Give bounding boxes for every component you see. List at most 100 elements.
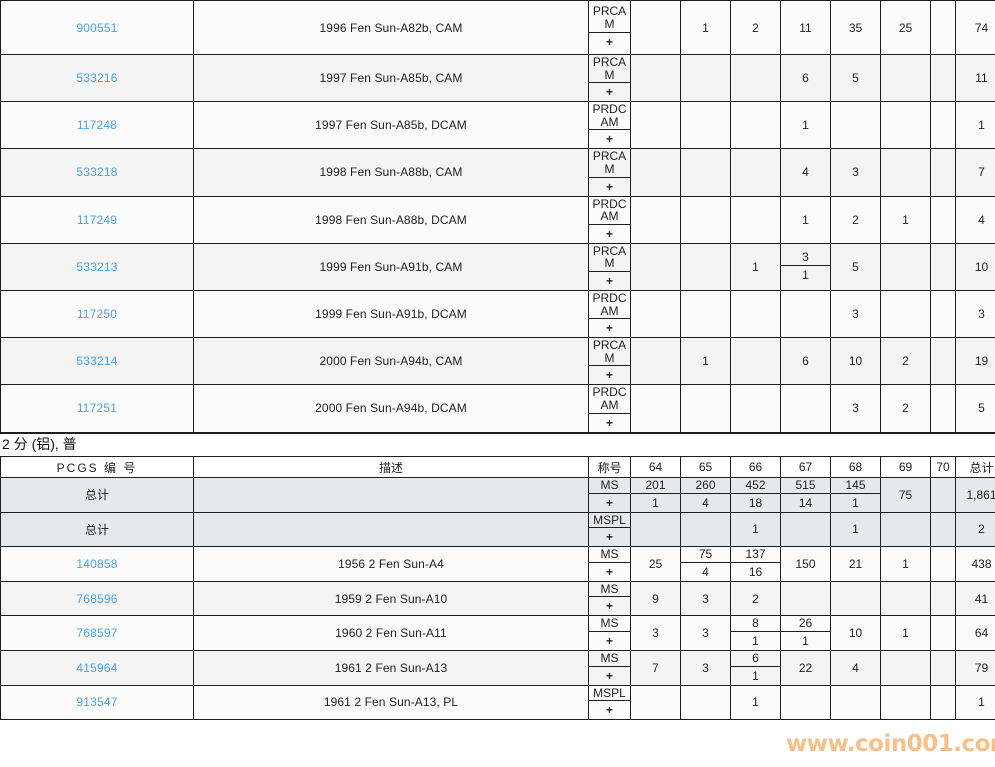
pcgs-number-link[interactable]: 117251	[76, 401, 118, 416]
pcgs-number-link[interactable]: 533216	[76, 71, 118, 86]
pcgs-number-link[interactable]: 415964	[76, 660, 118, 675]
pcgs-number-link[interactable]: 117250	[76, 307, 118, 322]
grade-cell-g68: 10	[830, 615, 881, 651]
grade-cell-g69	[880, 684, 931, 721]
column-header-designation[interactable]: 称号	[588, 456, 631, 478]
grade-cell-g67-base: 515	[781, 478, 830, 494]
grade-cell-g69: 2	[880, 337, 931, 386]
pcgs-number-link[interactable]: 913547	[76, 695, 118, 710]
pcgs-number-cell: 533214	[0, 337, 194, 386]
row-total-cell: 2	[955, 511, 995, 548]
pcgs-number-cell: 900551	[0, 0, 194, 55]
row-total-cell: 64	[955, 615, 995, 651]
table-1-body: 900551 1996 Fen Sun-A82b, CAM PRCAM +1 2 11 35…	[0, 0, 995, 433]
grade-cell-g65: 3	[680, 580, 731, 617]
row-total-label: 总计	[84, 488, 109, 503]
population-table-proof: 900551 1996 Fen Sun-A82b, CAM PRCAM +1 2 11 35…	[0, 0, 995, 433]
table-row: 140858 1956 2 Fen Sun-A4 MS +25 75 4 137 16 150 2…	[0, 546, 995, 582]
grade-cell-g65	[680, 101, 731, 150]
description-cell: 2000 Fen Sun-A94b, CAM	[193, 337, 589, 386]
table-row: 913547 1961 2 Fen Sun-A13, PL MSPL +1 1	[0, 684, 995, 721]
designation-label: MS	[589, 616, 630, 632]
pcgs-number-link[interactable]: 140858	[76, 556, 118, 571]
column-header-70[interactable]: 70	[930, 456, 956, 478]
grade-cell-g65	[680, 511, 731, 548]
column-header-description[interactable]: 描述	[193, 456, 589, 478]
grade-cell-g65	[680, 684, 731, 721]
column-header-66[interactable]: 66	[730, 456, 781, 478]
designation-cell: PRDCAM +	[588, 289, 631, 339]
grade-cell-g64: 9	[630, 580, 681, 617]
pcgs-number-cell: 117251	[0, 384, 194, 433]
description-cell: 1961 2 Fen Sun-A13, PL	[193, 684, 589, 721]
column-header-64[interactable]: 64	[630, 456, 681, 478]
grade-cell-g70	[930, 289, 956, 339]
designation-plus: +	[605, 179, 613, 194]
description-cell: 1960 2 Fen Sun-A11	[193, 615, 589, 651]
grade-cell-g69	[880, 148, 931, 197]
designation-cell: PRCAM +	[588, 242, 631, 291]
designation-cell: PRDCAM +	[588, 101, 631, 150]
grade-cell-g64	[630, 337, 681, 386]
designation-cell: MS +	[588, 649, 631, 686]
pcgs-number-cell: 117248	[0, 101, 194, 150]
grade-cell-g69	[880, 580, 931, 617]
pcgs-number-link[interactable]: 533218	[76, 165, 118, 180]
grade-cell-g65: 260 4	[680, 477, 731, 513]
grade-cell-g69: 1	[880, 546, 931, 582]
pcgs-number-link[interactable]: 768597	[76, 626, 118, 641]
grade-cell-g65: 3	[680, 615, 731, 651]
designation-plus: +	[605, 368, 613, 383]
row-total-label: 总计	[84, 522, 109, 537]
designation-plus: +	[605, 132, 613, 147]
designation-cell: MS +	[588, 615, 631, 651]
grade-cell-g67	[780, 289, 831, 339]
pcgs-number-cell: 总计	[0, 511, 194, 548]
pcgs-number-cell: 768596	[0, 580, 194, 617]
table-header-row: PCGS 编 号描述 称号 64 65 66 67 68 69 70 总计	[0, 456, 995, 478]
pcgs-number-link[interactable]: 900551	[76, 20, 118, 35]
designation-plus: +	[605, 668, 613, 683]
grade-cell-g68: 5	[830, 53, 881, 103]
designation-label: MS	[589, 651, 630, 667]
table-row: 900551 1996 Fen Sun-A82b, CAM PRCAM +1 2 11 35…	[0, 0, 995, 55]
designation-label: PRCAM	[589, 338, 630, 367]
grade-cell-g68	[830, 580, 881, 617]
pcgs-number-link[interactable]: 533213	[76, 259, 118, 274]
designation-label: MS	[589, 478, 630, 494]
column-header-65[interactable]: 65	[680, 456, 731, 478]
grade-cell-g65	[680, 289, 731, 339]
pcgs-number-link[interactable]: 117248	[76, 118, 118, 133]
pcgs-number-link[interactable]: 533214	[76, 354, 118, 369]
grade-cell-g67-base: 26	[781, 616, 830, 632]
designation-cell: PRDCAM +	[588, 384, 631, 433]
grade-cell-g64: 25	[630, 546, 681, 582]
grade-cell-g68: 21	[830, 546, 881, 582]
designation-label: PRDCAM	[589, 385, 630, 414]
grade-cell-g65-base: 260	[681, 478, 730, 494]
table-row: 117250 1999 Fen Sun-A91b, DCAM PRDCAM +3 3	[0, 289, 995, 339]
table-row: 533218 1998 Fen Sun-A88b, CAM PRCAM +4 3 7	[0, 148, 995, 197]
pcgs-number-link[interactable]: 117249	[76, 212, 118, 227]
column-header-pcgs[interactable]: PCGS 编 号	[0, 456, 194, 478]
column-header-total[interactable]: 总计	[955, 456, 995, 478]
grade-cell-g66: 452 18	[730, 477, 781, 513]
grade-cell-g65	[680, 242, 731, 291]
description-cell: 2000 Fen Sun-A94b, DCAM	[193, 384, 589, 433]
grade-cell-g64	[630, 242, 681, 291]
section-title-2-fen-aluminum: 2 分 (铝), 普	[0, 432, 995, 456]
grade-cell-g69	[880, 101, 931, 150]
column-header-67[interactable]: 67	[780, 456, 831, 478]
column-header-68[interactable]: 68	[830, 456, 881, 478]
description-cell: 1998 Fen Sun-A88b, DCAM	[193, 195, 589, 244]
grade-cell-g64	[630, 53, 681, 103]
grade-cell-g64	[630, 101, 681, 150]
pcgs-number-link[interactable]: 768596	[76, 591, 118, 606]
designation-cell: PRDCAM +	[588, 195, 631, 244]
pcgs-number-cell: 总计	[0, 477, 194, 513]
grade-cell-g67	[780, 384, 831, 433]
description-cell: 1956 2 Fen Sun-A4	[193, 546, 589, 582]
column-header-69[interactable]: 69	[880, 456, 931, 478]
row-total-cell: 4	[955, 195, 995, 244]
